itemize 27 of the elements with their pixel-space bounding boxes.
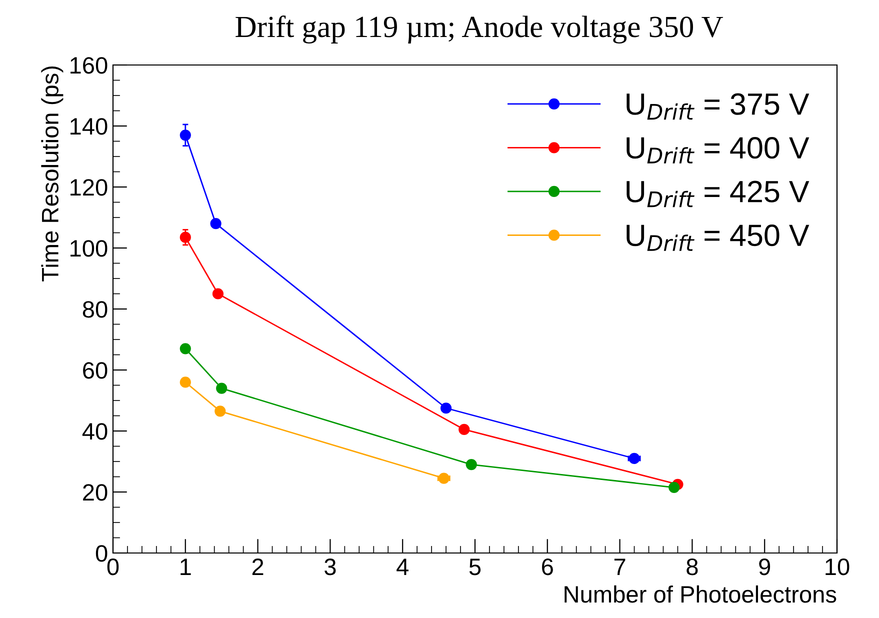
legend-label: U$_{Drift}$ = 400 V: [626, 137, 810, 164]
x-tick-label: 8: [686, 558, 698, 576]
x-tick-label: 5: [469, 558, 481, 576]
x-axis-title: Number of Photoelectrons: [564, 585, 836, 603]
legend-label: U$_{Drift}$ = 425 V: [626, 180, 810, 208]
y-tick-label: 0: [96, 545, 108, 562]
legend-label: U$_{Drift}$ = 450 V: [626, 224, 810, 251]
y-tick-label: 60: [83, 362, 108, 379]
x-tick-label: 6: [542, 558, 553, 576]
x-tick-label: 2: [252, 558, 264, 575]
y-tick-label: 140: [70, 118, 108, 135]
y-axis-title: Time Resolution (ps): [41, 66, 64, 282]
x-tick-label: 7: [614, 558, 626, 575]
x-tick-label: 1: [180, 558, 191, 575]
y-tick-label: 80: [82, 301, 108, 318]
legend-label: U$_{Drift}$ = 375 V: [626, 93, 810, 120]
x-tick-label: 10: [826, 558, 850, 576]
x-tick-label: 3: [324, 558, 336, 576]
x-tick-label: 0: [107, 558, 119, 576]
y-tick-label: 100: [70, 240, 108, 257]
x-tick-label: 4: [396, 558, 408, 575]
y-tick-label: 40: [82, 423, 108, 440]
chart-title: Drift gap 119 µm; Anode voltage 350 V: [236, 15, 724, 44]
y-tick-label: 120: [70, 179, 108, 196]
y-tick-label: 20: [83, 484, 108, 501]
y-tick-label: 160: [70, 57, 108, 74]
x-tick-label: 9: [759, 558, 770, 576]
